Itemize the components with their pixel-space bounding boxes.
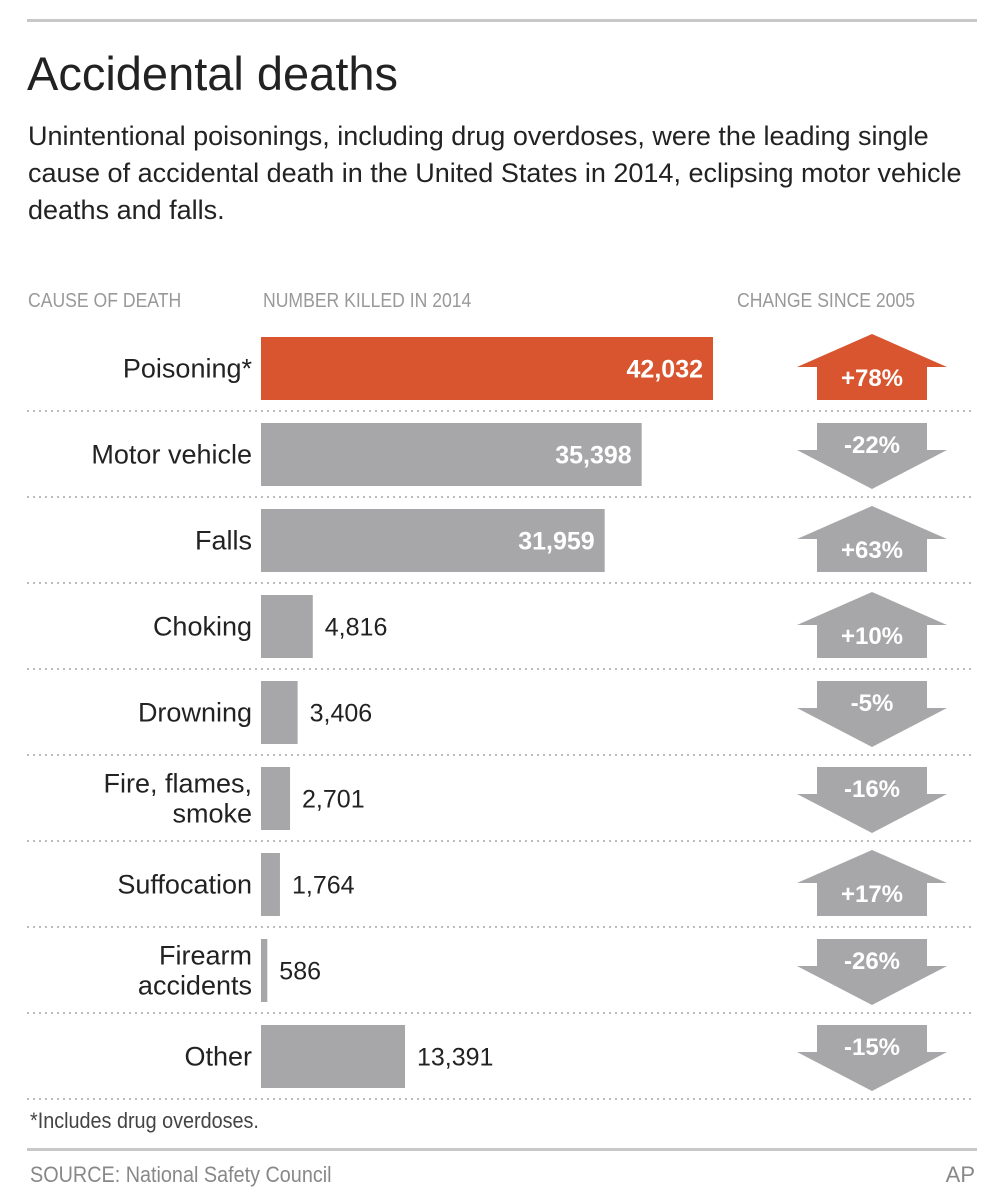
category-label: Other bbox=[184, 1042, 252, 1072]
arrow-down-icon bbox=[797, 1025, 947, 1091]
header-number: NUMBER KILLED IN 2014 bbox=[263, 290, 472, 312]
header-change: CHANGE SINCE 2005 bbox=[737, 290, 916, 312]
value-label: 1,764 bbox=[292, 872, 355, 900]
category-label: Choking bbox=[153, 612, 252, 642]
arrow-down-icon bbox=[797, 681, 947, 747]
category-label: smoke bbox=[172, 799, 252, 829]
arrow-up-icon bbox=[797, 334, 947, 400]
bar bbox=[261, 509, 605, 572]
bar bbox=[261, 853, 280, 916]
change-label: +78% bbox=[841, 365, 903, 392]
value-label: 2,701 bbox=[302, 786, 365, 814]
bar bbox=[261, 939, 268, 1002]
bar bbox=[261, 337, 713, 400]
change-label: +10% bbox=[841, 623, 903, 650]
source: SOURCE: National Safety Council bbox=[30, 1162, 332, 1187]
arrow-up-icon bbox=[797, 506, 947, 572]
value-label: 13,391 bbox=[417, 1044, 493, 1072]
value-label: 4,816 bbox=[325, 614, 388, 642]
arrow-down-icon bbox=[797, 767, 947, 833]
change-label: -22% bbox=[844, 432, 900, 459]
value-label: 35,398 bbox=[555, 442, 632, 470]
header-cause: CAUSE OF DEATH bbox=[28, 290, 182, 312]
change-label: +63% bbox=[841, 537, 903, 564]
arrow-up-icon bbox=[797, 592, 947, 658]
bar bbox=[261, 681, 298, 744]
value-label: 42,032 bbox=[627, 356, 703, 384]
bar bbox=[261, 423, 642, 486]
category-label: Firearm bbox=[159, 941, 252, 971]
category-label: Motor vehicle bbox=[91, 440, 252, 470]
bottom-rule bbox=[27, 1148, 977, 1151]
category-label: Fire, flames, bbox=[103, 769, 252, 799]
bar bbox=[261, 1025, 406, 1088]
arrow-down-icon bbox=[797, 423, 947, 489]
change-label: -26% bbox=[844, 948, 900, 975]
category-label: Poisoning* bbox=[123, 354, 253, 384]
chart-subtitle: Unintentional poisonings, including drug… bbox=[28, 121, 962, 225]
change-label: +17% bbox=[841, 881, 903, 908]
bar bbox=[261, 595, 313, 658]
footnote: *Includes drug overdoses. bbox=[30, 1108, 259, 1133]
credit: AP bbox=[945, 1162, 975, 1187]
top-rule bbox=[27, 19, 977, 22]
category-label: Drowning bbox=[138, 698, 252, 728]
category-label: Suffocation bbox=[117, 870, 252, 900]
change-label: -15% bbox=[844, 1034, 900, 1061]
arrow-up-icon bbox=[797, 850, 947, 916]
value-label: 586 bbox=[279, 958, 321, 986]
category-label: Falls bbox=[195, 526, 252, 556]
arrow-down-icon bbox=[797, 939, 947, 1005]
chart-title: Accidental deaths bbox=[27, 47, 399, 100]
value-label: 31,959 bbox=[518, 528, 594, 556]
change-label: -5% bbox=[851, 690, 894, 717]
change-label: -16% bbox=[844, 776, 900, 803]
value-label: 3,406 bbox=[310, 700, 373, 728]
category-label: accidents bbox=[138, 971, 252, 1001]
bar bbox=[261, 767, 291, 830]
